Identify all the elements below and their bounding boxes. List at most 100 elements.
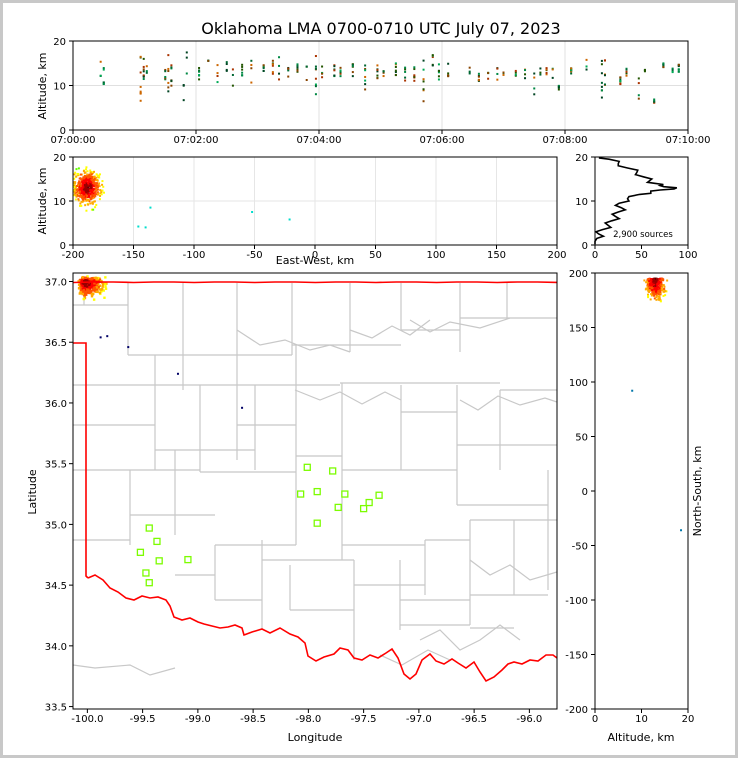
source-point	[103, 296, 106, 299]
source-point	[91, 191, 94, 194]
source-point	[88, 200, 91, 203]
source-point	[659, 292, 662, 295]
source-point	[87, 175, 90, 178]
lma-stations	[136, 463, 383, 587]
longitude-tick-label: -96.5	[461, 714, 487, 725]
source-point	[241, 74, 244, 77]
source-point	[80, 178, 83, 181]
source-point	[661, 289, 664, 292]
source-point	[87, 195, 90, 198]
longitude-tick-label: -97.5	[351, 714, 377, 725]
source-point	[651, 289, 654, 292]
altitude-tick-label: 10	[53, 197, 66, 208]
source-point	[659, 293, 662, 296]
source-point	[85, 199, 88, 202]
source-point	[677, 70, 680, 73]
source-point	[502, 73, 505, 76]
source-point	[98, 288, 102, 291]
station-marker	[184, 555, 192, 564]
source-point	[250, 81, 253, 84]
source-point	[95, 188, 98, 191]
source-point	[241, 63, 244, 66]
source-point	[80, 286, 83, 289]
source-point	[251, 211, 254, 213]
source-point	[652, 285, 655, 288]
source-point	[557, 84, 560, 87]
source-point	[394, 71, 397, 74]
source-point	[87, 182, 90, 185]
source-point	[92, 179, 95, 182]
source-point	[81, 290, 84, 293]
source-point	[98, 173, 101, 176]
source-point	[80, 186, 83, 189]
source-point	[600, 63, 603, 66]
source-point	[95, 203, 98, 206]
source-point	[73, 181, 76, 184]
source-point	[85, 185, 88, 188]
altitude-tick-label: 20	[53, 153, 66, 164]
source-point	[557, 86, 560, 89]
source-point	[81, 281, 84, 285]
source-point	[95, 277, 99, 280]
source-point	[394, 62, 397, 65]
source-point	[666, 279, 669, 282]
source-point	[216, 75, 219, 78]
time-tick-label: 07:00:00	[51, 135, 96, 146]
source-point	[139, 71, 142, 74]
source-point	[79, 188, 82, 191]
source-point	[167, 70, 170, 73]
source-point	[94, 206, 97, 209]
east-west-tick-label: 50	[369, 250, 382, 261]
source-point	[198, 70, 201, 73]
source-point	[677, 68, 680, 71]
source-point	[95, 173, 98, 176]
source-point	[413, 75, 416, 78]
source-point	[93, 282, 96, 285]
source-point	[99, 336, 102, 339]
source-point	[653, 98, 656, 101]
source-point	[81, 196, 84, 199]
source-point	[74, 188, 77, 191]
county-line	[349, 319, 431, 339]
source-point	[73, 173, 76, 176]
source-point	[96, 191, 99, 194]
source-point	[98, 176, 101, 179]
source-point	[314, 93, 317, 96]
latitude-tick-label: 34.0	[45, 642, 67, 653]
source-point	[659, 299, 662, 302]
source-point	[84, 204, 87, 207]
east-west-tick-label: -150	[122, 250, 145, 261]
source-point	[570, 69, 573, 72]
source-point	[305, 78, 308, 81]
source-point	[74, 187, 77, 190]
source-point	[468, 66, 471, 69]
source-point	[86, 184, 89, 187]
source-point	[644, 288, 647, 291]
source-point	[90, 292, 94, 296]
source-point	[339, 75, 342, 78]
station-marker	[136, 548, 145, 556]
source-point	[127, 346, 130, 349]
histogram-axes	[594, 156, 689, 246]
source-point	[86, 196, 89, 199]
source-point	[85, 166, 88, 169]
source-point	[231, 68, 234, 71]
source-point	[225, 61, 228, 64]
plan-view-ylabel: Latitude	[26, 469, 39, 515]
station-marker	[145, 579, 153, 587]
source-point	[167, 90, 170, 93]
source-point	[86, 175, 89, 178]
source-point	[87, 203, 90, 206]
source-point	[376, 77, 379, 80]
east-west-tick-label: 150	[487, 250, 506, 261]
source-point	[647, 286, 650, 289]
source-point	[231, 73, 234, 76]
source-point	[87, 178, 90, 181]
source-point	[296, 65, 299, 68]
source-point	[250, 59, 253, 62]
source-point	[79, 173, 82, 176]
east-west-tick-label: 0	[312, 250, 318, 261]
source-point	[75, 175, 78, 178]
source-point	[91, 281, 94, 285]
source-point	[81, 189, 84, 192]
